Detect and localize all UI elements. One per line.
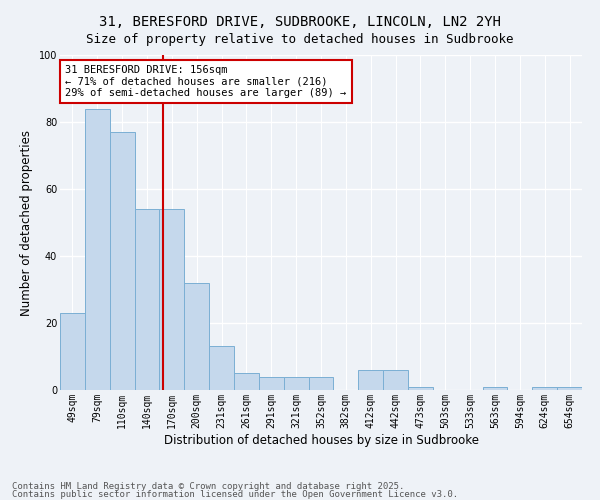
Bar [358,370,383,390]
Text: 31 BERESFORD DRIVE: 156sqm
← 71% of detached houses are smaller (216)
29% of sem: 31 BERESFORD DRIVE: 156sqm ← 71% of deta… [65,65,346,98]
Bar [134,209,160,390]
Y-axis label: Number of detached properties: Number of detached properties [20,130,33,316]
Bar [234,373,259,390]
Text: Contains HM Land Registry data © Crown copyright and database right 2025.: Contains HM Land Registry data © Crown c… [12,482,404,491]
Bar [85,108,110,390]
Bar [259,376,284,390]
Bar [557,386,582,390]
Text: Contains public sector information licensed under the Open Government Licence v3: Contains public sector information licen… [12,490,458,499]
Bar [209,346,234,390]
Bar [383,370,408,390]
Bar [532,386,557,390]
Bar [160,209,184,390]
Text: Size of property relative to detached houses in Sudbrooke: Size of property relative to detached ho… [86,32,514,46]
Bar [308,376,334,390]
Bar [408,386,433,390]
X-axis label: Distribution of detached houses by size in Sudbrooke: Distribution of detached houses by size … [163,434,479,446]
Bar [110,132,134,390]
Text: 31, BERESFORD DRIVE, SUDBROOKE, LINCOLN, LN2 2YH: 31, BERESFORD DRIVE, SUDBROOKE, LINCOLN,… [99,15,501,29]
Bar [284,376,308,390]
Bar [60,313,85,390]
Bar [184,283,209,390]
Bar [482,386,508,390]
